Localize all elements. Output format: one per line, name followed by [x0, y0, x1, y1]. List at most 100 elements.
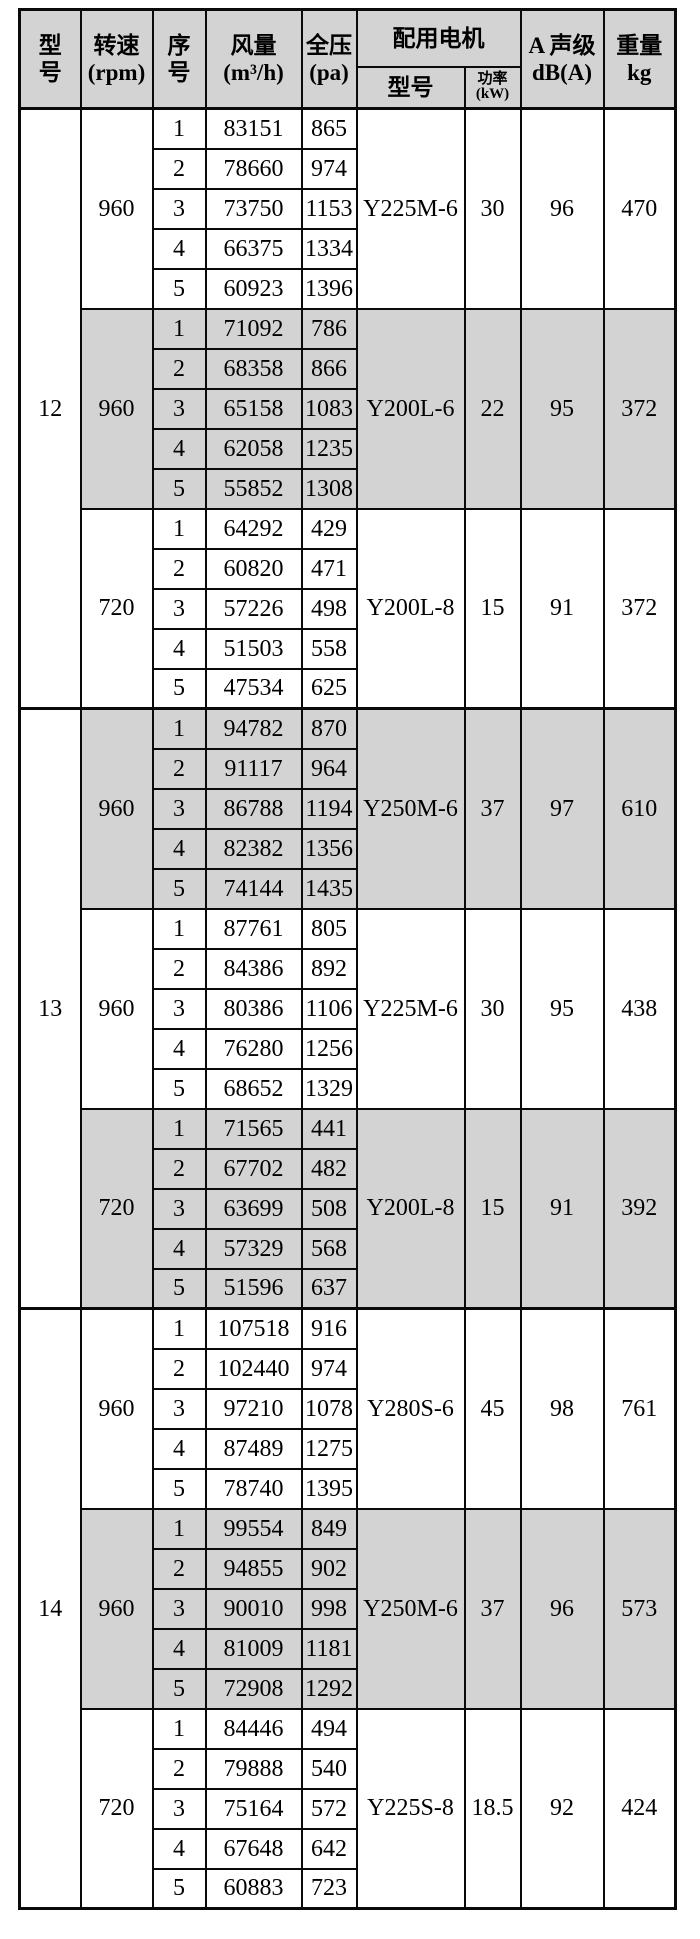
pressure-cell: 866 [300, 347, 358, 390]
header-power: 功率 (kW) [463, 65, 522, 110]
table-row: 4 62058 1235 [20, 427, 676, 470]
pressure-cell: 1292 [300, 1667, 358, 1710]
seq-cell: 2 [151, 1347, 207, 1390]
header-pressure: 全压 (pa) [300, 8, 358, 110]
weight-cell: 573 [602, 1507, 677, 1710]
flow-cell: 57226 [204, 587, 303, 630]
flow-cell: 90010 [204, 1587, 303, 1630]
flow-cell: 75164 [204, 1787, 303, 1830]
pressure-cell: 805 [300, 907, 358, 950]
header-noise: A 声级 dB(A) [519, 8, 605, 110]
flow-cell: 71565 [204, 1107, 303, 1150]
motor-model-cell: Y200L-6 [355, 307, 466, 510]
seq-cell: 5 [151, 1867, 207, 1910]
flow-cell: 82382 [204, 827, 303, 870]
pressure-cell: 974 [300, 147, 358, 190]
table-row: 3 63699 508 [20, 1187, 676, 1230]
pressure-cell: 964 [300, 747, 358, 790]
pressure-cell: 637 [300, 1267, 358, 1310]
motor-model-cell: Y250M-6 [355, 1507, 466, 1710]
seq-cell: 3 [151, 387, 207, 430]
seq-cell: 4 [151, 627, 207, 670]
seq-cell: 1 [151, 1307, 207, 1350]
pressure-cell: 1181 [300, 1627, 358, 1670]
seq-cell: 4 [151, 1627, 207, 1670]
table-row: 13 960 1 94782 870 Y250M-6 37 97 610 [18, 707, 677, 1310]
seq-cell: 2 [151, 947, 207, 990]
pressure-cell: 558 [300, 627, 358, 670]
seq-cell: 4 [151, 827, 207, 870]
table-row: 4 82382 1356 [20, 827, 676, 870]
seq-cell: 1 [151, 1707, 207, 1750]
flow-cell: 97210 [204, 1387, 303, 1430]
flow-cell: 84446 [204, 1707, 303, 1750]
table-row: 5 68652 1329 [20, 1067, 676, 1110]
pressure-cell: 1194 [300, 787, 358, 830]
pressure-cell: 540 [300, 1747, 358, 1790]
table-row: 2 84386 892 [20, 947, 676, 990]
pressure-cell: 1395 [300, 1467, 358, 1510]
pressure-cell: 1435 [300, 867, 358, 910]
table-row: 2 78660 974 [20, 147, 676, 190]
pressure-cell: 998 [300, 1587, 358, 1630]
table-row: 5 78740 1395 [20, 1467, 676, 1510]
table-row: 5 51596 637 [20, 1267, 676, 1310]
table-row: 2 94855 902 [20, 1547, 676, 1590]
pressure-cell: 642 [300, 1827, 358, 1870]
seq-cell: 4 [151, 227, 207, 270]
table-row: 2 60820 471 [20, 547, 676, 590]
motor-model-cell: Y200L-8 [355, 1107, 466, 1310]
motor-model-cell: Y225M-6 [355, 907, 466, 1110]
table-row: 4 66375 1334 [20, 227, 676, 270]
seq-cell: 2 [151, 747, 207, 790]
table-row: 720 1 71565 441 Y200L-8 15 91 392 [20, 1107, 677, 1310]
flow-cell: 79888 [204, 1747, 303, 1790]
rpm-cell: 960 [79, 107, 154, 310]
flow-cell: 102440 [204, 1347, 303, 1390]
flow-cell: 71092 [204, 307, 303, 350]
seq-cell: 5 [151, 467, 207, 510]
header-motor-group: 配用电机 [355, 8, 522, 68]
table-row: 2 91117 964 [20, 747, 676, 790]
table-header: 型 号 转速 (rpm) 序 号 风量 (m³/h) 全压 (pa) 配用电机 … [18, 8, 677, 110]
seq-cell: 5 [151, 867, 207, 910]
header-speed: 转速 (rpm) [79, 8, 154, 110]
pressure-cell: 1356 [300, 827, 358, 870]
pressure-cell: 1153 [300, 187, 358, 230]
table-row: 960 1 87761 805 Y225M-6 30 95 438 [20, 907, 677, 1110]
seq-cell: 4 [151, 1427, 207, 1470]
rpm-cell: 720 [79, 1707, 154, 1910]
seq-cell: 3 [151, 1587, 207, 1630]
seq-cell: 1 [151, 1107, 207, 1150]
pressure-cell: 916 [300, 1307, 358, 1350]
flow-cell: 86788 [204, 787, 303, 830]
table-row: 12 960 1 83151 865 Y225M-6 30 96 470 [18, 107, 677, 710]
motor-model-cell: Y200L-8 [355, 507, 466, 710]
model-cell: 14 [18, 1307, 82, 1910]
table-row: 3 86788 1194 [20, 787, 676, 830]
flow-cell: 91117 [204, 747, 303, 790]
seq-cell: 3 [151, 987, 207, 1030]
pressure-cell: 1308 [300, 467, 358, 510]
power-cell: 30 [463, 907, 522, 1110]
noise-cell: 91 [519, 1107, 605, 1310]
seq-cell: 4 [151, 1827, 207, 1870]
table-row: 5 55852 1308 [20, 467, 676, 510]
weight-cell: 438 [602, 907, 677, 1110]
table-row: 2 79888 540 [20, 1747, 676, 1790]
flow-cell: 51503 [204, 627, 303, 670]
seq-cell: 5 [151, 1667, 207, 1710]
header-model: 型 号 [18, 8, 82, 110]
seq-cell: 5 [151, 1467, 207, 1510]
flow-cell: 80386 [204, 987, 303, 1030]
flow-cell: 94782 [204, 707, 303, 750]
table-row: 3 97210 1078 [20, 1387, 676, 1430]
pressure-cell: 870 [300, 707, 358, 750]
power-cell: 15 [463, 1107, 522, 1310]
flow-cell: 62058 [204, 427, 303, 470]
seq-cell: 1 [151, 107, 207, 150]
pressure-cell: 865 [300, 107, 358, 150]
motor-model-cell: Y225M-6 [355, 107, 466, 310]
flow-cell: 65158 [204, 387, 303, 430]
flow-cell: 74144 [204, 867, 303, 910]
